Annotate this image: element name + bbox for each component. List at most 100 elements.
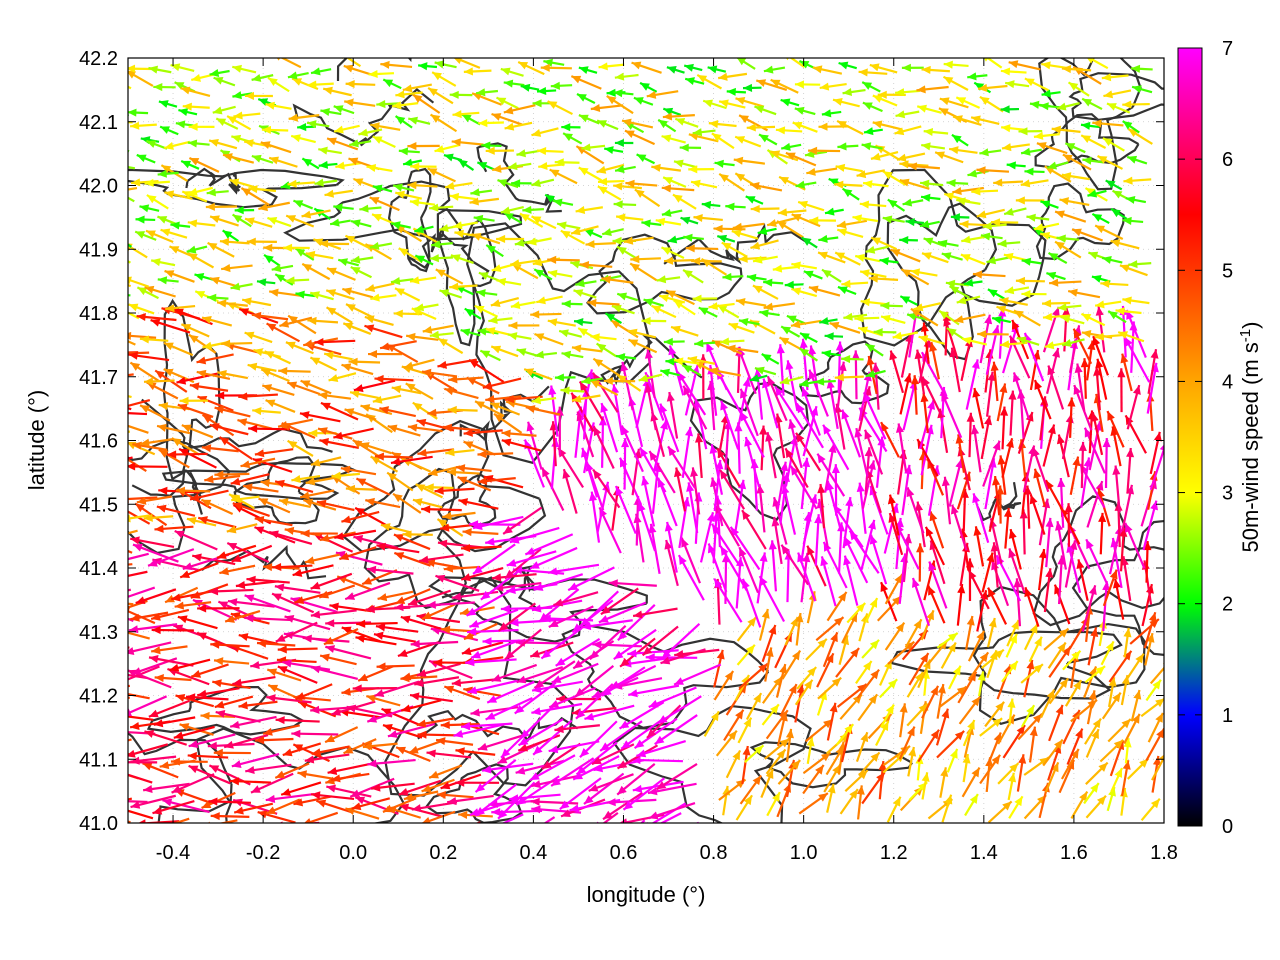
wind-arrow xyxy=(802,751,832,775)
wind-arrow xyxy=(397,641,440,658)
wind-arrow xyxy=(826,702,838,741)
wind-arrow xyxy=(409,692,453,703)
wind-arrow xyxy=(128,646,130,649)
wind-arrow xyxy=(170,757,208,766)
wind-arrow xyxy=(938,685,968,708)
wind-arrow xyxy=(327,763,370,775)
wind-arrow xyxy=(986,617,997,648)
wind-arrow xyxy=(1048,645,1072,678)
wind-arrow xyxy=(323,627,359,646)
wind-arrow xyxy=(657,695,702,725)
wind-arrow xyxy=(128,588,132,592)
wind-arrow xyxy=(213,748,251,757)
wind-arrow xyxy=(1126,653,1145,680)
wind-arrow xyxy=(987,587,1008,625)
wind-arrow xyxy=(152,800,195,815)
wind-arrow xyxy=(1001,660,1019,683)
wind-arrow xyxy=(188,733,236,748)
wind-arrow xyxy=(171,773,215,794)
wind-arrow xyxy=(1085,794,1107,819)
wind-arrow xyxy=(723,709,745,741)
wind-arrow xyxy=(128,809,154,820)
wind-arrow xyxy=(142,762,179,779)
wind-arrow xyxy=(1083,782,1100,805)
wind-arrow xyxy=(238,700,278,710)
wind-arrow xyxy=(744,744,765,763)
wind-arrow xyxy=(599,720,643,752)
wind-arrow xyxy=(1144,632,1155,666)
y-tick-label: 42.0 xyxy=(79,176,118,198)
colorbar-tick-label: 6 xyxy=(1222,149,1233,171)
wind-arrow xyxy=(936,730,965,759)
wind-arrow xyxy=(939,767,949,798)
wind-arrow xyxy=(1040,689,1056,719)
colorbar-tick-label: 4 xyxy=(1222,371,1233,393)
contour-line xyxy=(612,705,812,823)
wind-arrow xyxy=(87,463,126,474)
wind-arrow xyxy=(802,764,825,795)
wind-arrow xyxy=(633,717,678,750)
contour-line xyxy=(128,168,345,209)
wind-arrow xyxy=(1101,691,1122,720)
wind-arrow xyxy=(351,797,391,811)
wind-arrow xyxy=(588,773,634,792)
wind-arrow xyxy=(367,758,416,768)
wind-arrow xyxy=(1066,728,1084,765)
wind-arrow xyxy=(1141,583,1154,627)
wind-arrow xyxy=(703,710,720,737)
wind-arrow xyxy=(277,645,318,654)
wind-arrow xyxy=(329,602,372,613)
wind-arrow xyxy=(227,598,275,608)
wind-arrow xyxy=(548,686,597,709)
contour-line xyxy=(283,180,523,242)
y-tick-label: 41.1 xyxy=(79,749,118,771)
wind-arrow xyxy=(636,739,687,758)
y-tick-label: 41.3 xyxy=(79,622,118,644)
wind-arrow xyxy=(1017,713,1043,741)
wind-arrow xyxy=(822,631,839,668)
wind-arrow xyxy=(173,725,215,740)
wind-arrow xyxy=(725,749,742,779)
wind-arrow xyxy=(855,731,869,762)
wind-arrow xyxy=(1023,623,1039,651)
wind-arrow xyxy=(304,753,350,764)
wind-arrow xyxy=(1145,728,1164,762)
wind-arrow xyxy=(602,791,644,821)
wind-arrow xyxy=(606,798,657,807)
wind-arrow xyxy=(151,626,194,635)
wind-arrow xyxy=(531,702,583,716)
wind-arrow xyxy=(997,762,1020,785)
wind-arrow xyxy=(898,726,916,760)
y-tick-label: 42.2 xyxy=(79,48,118,70)
y-axis-label: latitude (°) xyxy=(24,390,49,491)
wind-arrow xyxy=(151,645,188,655)
wind-arrow xyxy=(794,684,805,723)
wind-arrow xyxy=(941,794,953,823)
x-tick-label: 0.2 xyxy=(429,842,457,864)
y-tick-label: 41.4 xyxy=(79,558,118,580)
wind-arrow xyxy=(1140,697,1164,718)
wind-arrow xyxy=(715,729,738,757)
wind-arrow xyxy=(1085,761,1109,785)
wind-arrow xyxy=(736,616,757,642)
wind-arrow xyxy=(128,631,150,640)
wind-arrow xyxy=(302,634,350,643)
wind-arrow xyxy=(979,717,1003,737)
wind-arrow xyxy=(128,695,168,717)
wind-arrow xyxy=(779,683,798,717)
wind-arrow xyxy=(977,671,986,697)
wind-arrow xyxy=(128,283,132,288)
wind-arrow xyxy=(200,711,236,720)
wind-arrow xyxy=(387,722,436,738)
wind-arrow xyxy=(210,812,250,821)
wind-arrow xyxy=(713,577,743,623)
wind-arrow xyxy=(654,714,698,746)
contour-line xyxy=(749,741,913,789)
wind-arrow xyxy=(310,705,358,714)
wind-arrow xyxy=(713,649,725,688)
wind-arrow xyxy=(936,632,959,649)
contour-line xyxy=(146,686,305,736)
wind-arrow xyxy=(416,717,455,728)
wind-arrow xyxy=(596,821,599,823)
wind-arrow xyxy=(443,685,481,701)
